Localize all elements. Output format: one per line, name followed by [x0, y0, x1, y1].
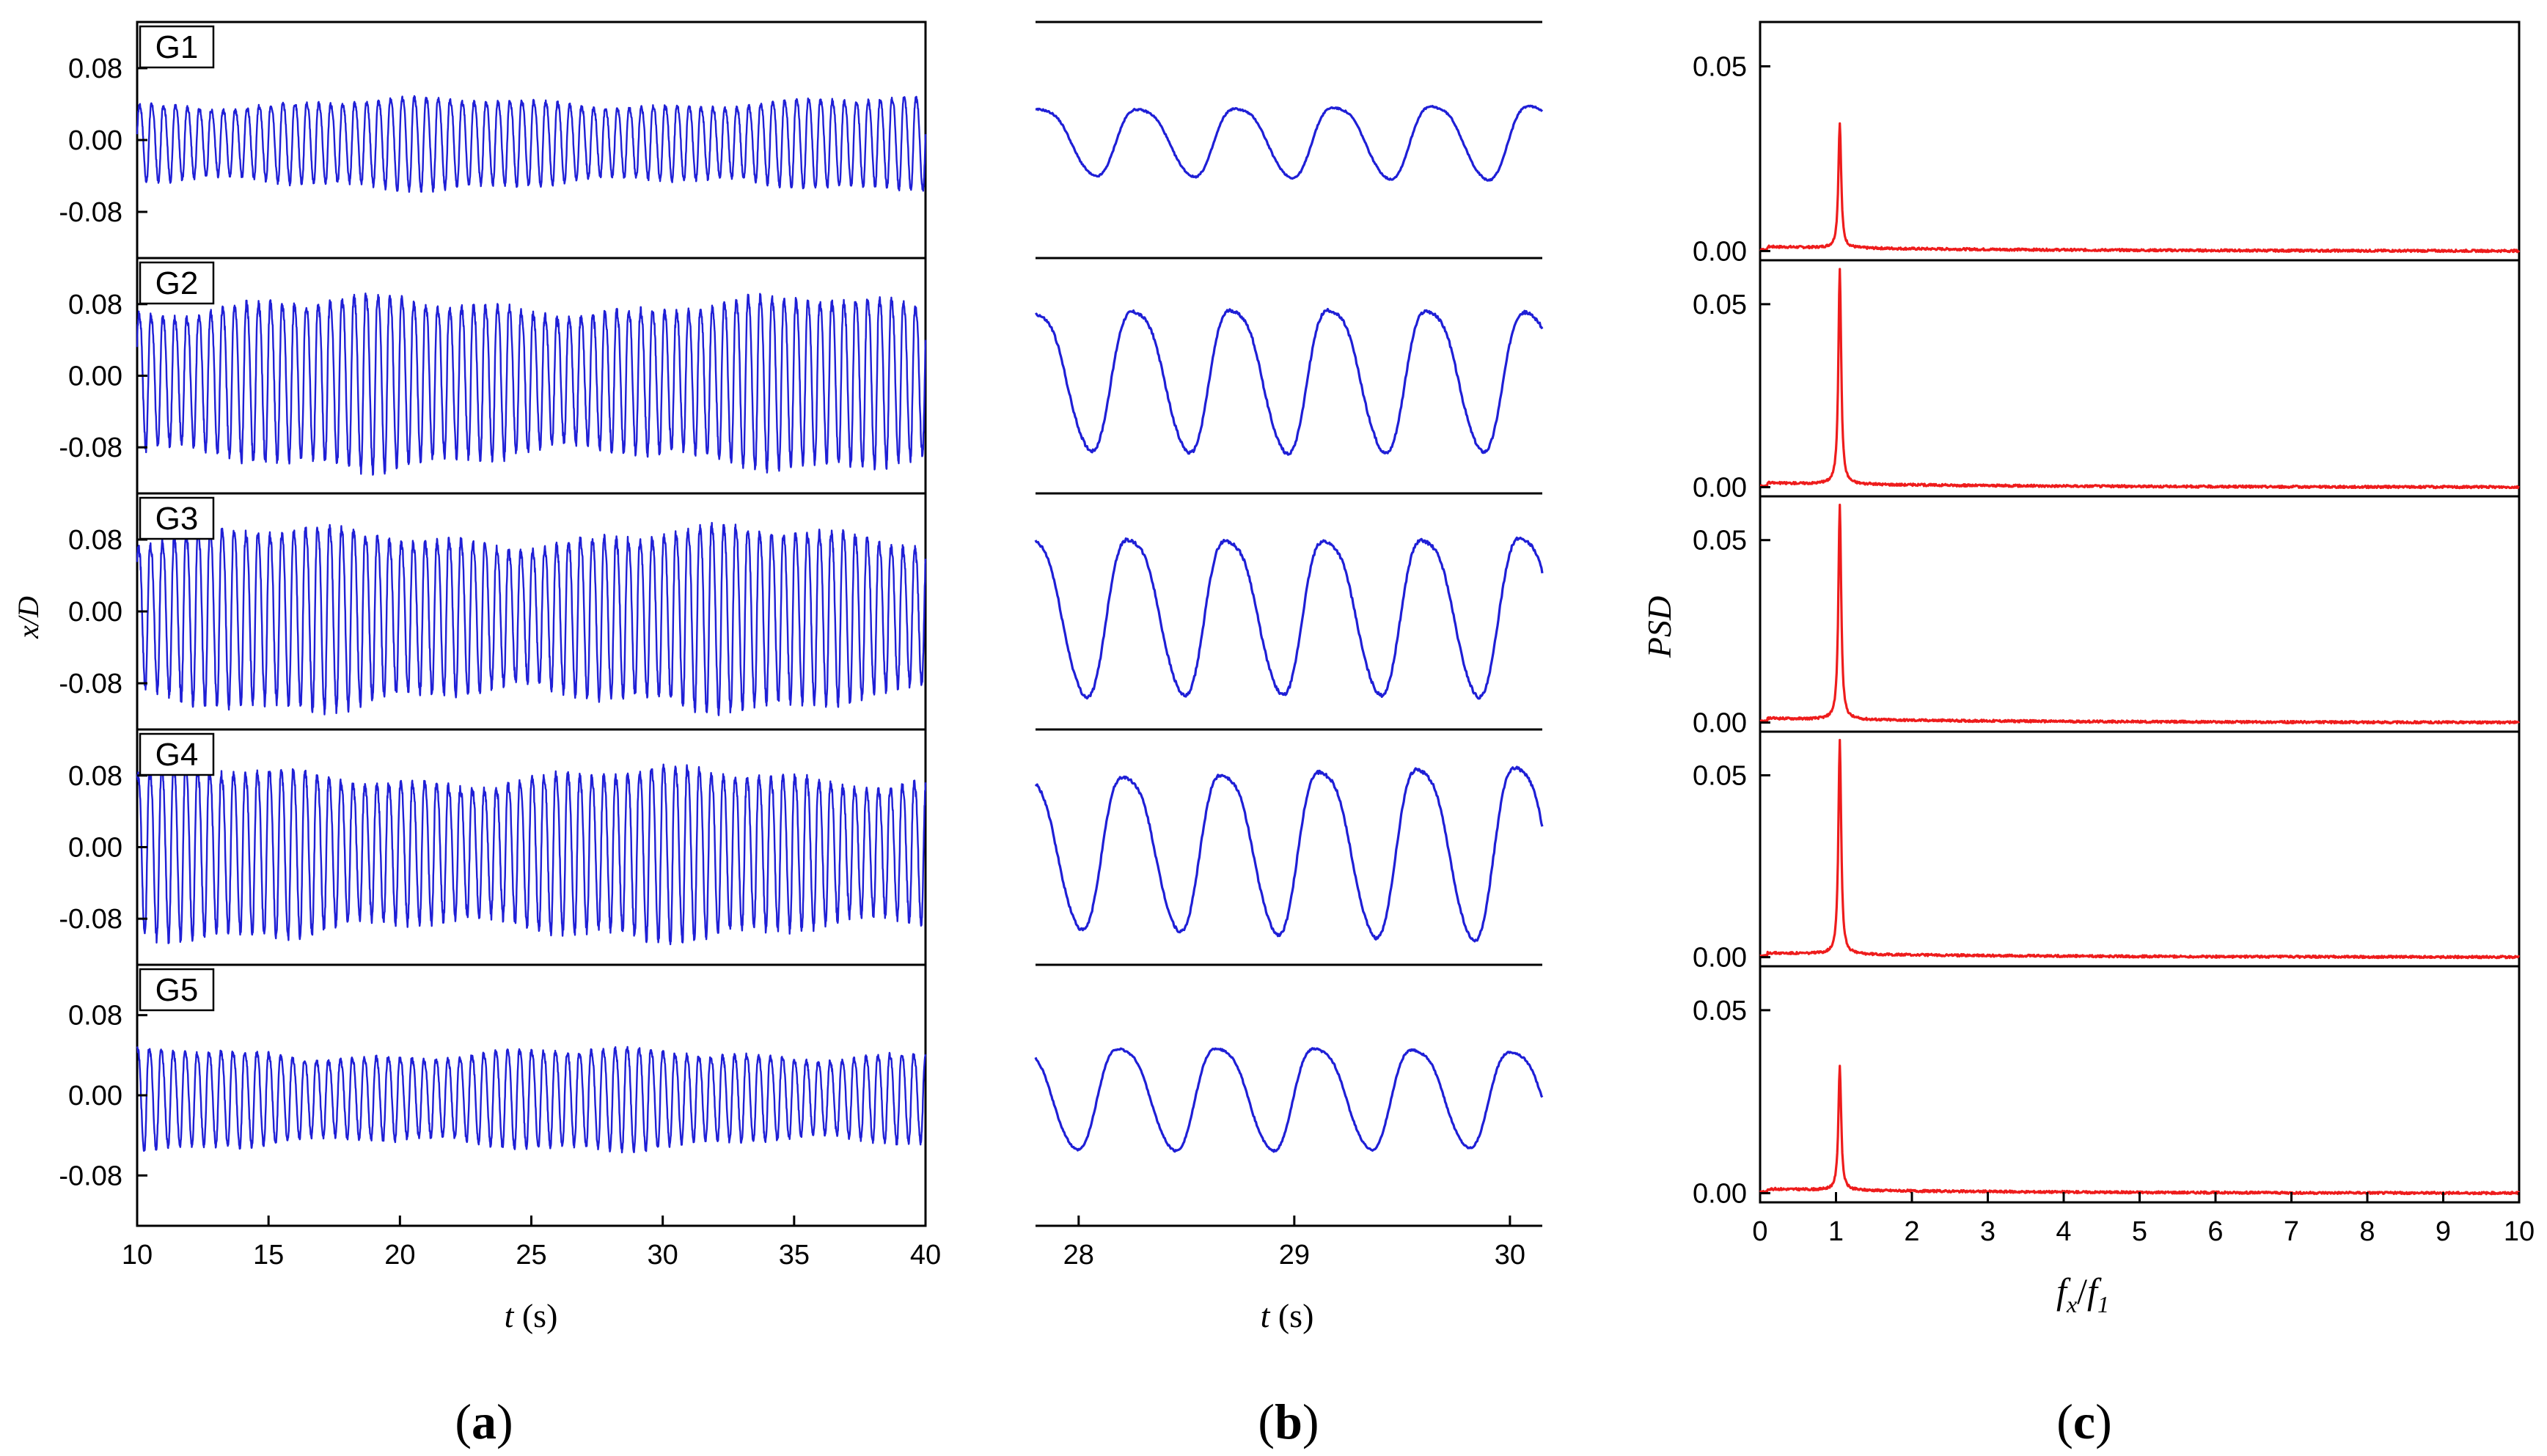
- panel-c-series-G5: [1759, 1065, 2521, 1196]
- panel-a-y-tick-label: 0.08: [68, 54, 122, 84]
- series-name-G5: G5: [155, 972, 199, 1008]
- panel-label-a: (a): [455, 1394, 513, 1449]
- panel-c-x-axis-label: fx/f1: [2056, 1271, 2109, 1317]
- panel-a-y-tick-label: 0.00: [68, 125, 122, 156]
- panel-b-series-G4: [1034, 765, 1544, 943]
- panel-a-series-G3: [136, 521, 927, 716]
- panel-c-x-tick-label: 4: [2056, 1216, 2071, 1247]
- panel-c-y-tick-label: 0.05: [1693, 51, 1747, 82]
- panel-a-x-tick-label: 25: [516, 1240, 546, 1271]
- panel-c-row-5-frame: [1759, 965, 2521, 1204]
- panel-c-x-tick-label: 3: [1980, 1216, 1996, 1247]
- panel-c-x-tick-label: 8: [2359, 1216, 2375, 1247]
- panel-c-x-tick-label: 2: [1904, 1216, 1919, 1247]
- panel-a-y-tick-label: 0.00: [68, 597, 122, 628]
- panel-c-y-tick-label: 0.00: [1693, 473, 1747, 504]
- series-name-G1: G1: [155, 29, 199, 65]
- panel-label-c: (c): [2056, 1394, 2112, 1449]
- panel-a-y-tick-label: 0.08: [68, 525, 122, 556]
- panel-a-x-tick-label: 35: [779, 1240, 810, 1271]
- panel-b-x-tick-label: 28: [1063, 1240, 1094, 1271]
- panel-a-y-tick-label: 0.00: [68, 833, 122, 864]
- panel-a-x-tick-label: 15: [253, 1240, 284, 1271]
- panel-c-x-tick-label: 5: [2132, 1216, 2147, 1247]
- panel-a-y-tick-label: 0.00: [68, 1081, 122, 1111]
- panel-b-frames: [1036, 21, 1542, 1227]
- panel-c-row-4-frame: [1759, 730, 2521, 968]
- panel-b-ticks: [1077, 1216, 1511, 1226]
- panel-c-y-tick-label: 0.00: [1693, 708, 1747, 739]
- panel-b-x-tick-label: 29: [1279, 1240, 1310, 1271]
- panel-a-y-tick-label: 0.00: [68, 361, 122, 392]
- panel-a-series-G1: [136, 95, 927, 193]
- panel-c-series-G1: [1759, 122, 2521, 254]
- panel-a-series: [136, 95, 927, 1154]
- panel-a-row-5-frame: [136, 963, 927, 1227]
- panel-c-x-tick-label: 0: [1752, 1216, 1767, 1247]
- panel-c-y-tick-label: 0.05: [1693, 526, 1747, 556]
- panel-label-b: (b): [1258, 1394, 1319, 1449]
- panel-c-x-tick-label: 9: [2436, 1216, 2451, 1247]
- panel-a-series-G4: [136, 763, 927, 946]
- panel-b-series-G1: [1035, 104, 1544, 182]
- panel-c-x-tick-label: 7: [2284, 1216, 2299, 1247]
- panel-a-tick-labels: -0.08 0.00 0.08 -0.08 0.00 0.08 -0.08 0.00 0.08 -…: [59, 54, 941, 1271]
- panel-c-y-tick-label: 0.00: [1693, 236, 1747, 267]
- panel-a-y-tick-label: 0.08: [68, 290, 122, 320]
- panel-c-y-axis-label: PSD: [1641, 596, 1678, 658]
- series-box-G5: [139, 968, 215, 1012]
- panel-c-row-1-frame: [1759, 21, 2521, 262]
- panel-c-series-G4: [1759, 738, 2521, 960]
- panel-c-row-3-frame: [1759, 495, 2521, 733]
- series-name-boxes: G1 G2 G3 G4 G5: [139, 25, 215, 1012]
- panel-c-ticks: [1759, 65, 2521, 1202]
- panel-c-y-tick-label: 0.00: [1693, 1179, 1747, 1210]
- panel-b-series-G2: [1034, 307, 1544, 456]
- panel-a-x-tick-label: 30: [648, 1240, 678, 1271]
- panel-b-x-axis-label: t (s): [1261, 1297, 1314, 1334]
- panel-c-frames: [1759, 21, 2521, 1204]
- series-box-G1: [139, 25, 215, 69]
- panel-a-y-tick-label: -0.08: [59, 433, 122, 463]
- panel-c-series-G3: [1759, 504, 2521, 725]
- panel-c-row-2-frame: [1759, 259, 2521, 498]
- series-name-G3: G3: [155, 501, 199, 537]
- panel-a-y-tick-label: -0.08: [59, 669, 122, 699]
- panel-c-x-tick-label: 1: [1828, 1216, 1844, 1247]
- panel-b-series-G5: [1034, 1047, 1544, 1153]
- panel-a-x-axis-label: t (s): [505, 1297, 558, 1334]
- panel-a-y-tick-label: 0.08: [68, 761, 122, 792]
- panel-a-y-tick-label: -0.08: [59, 904, 122, 935]
- panel-c-y-tick-label: 0.05: [1693, 290, 1747, 320]
- panel-c-y-tick-label: 0.05: [1693, 761, 1747, 792]
- panel-a-y-tick-label: 0.08: [68, 1001, 122, 1032]
- series-box-G4: [139, 732, 215, 776]
- panel-c-x-tick-label: 6: [2207, 1216, 2223, 1247]
- panel-a-series-G2: [136, 293, 927, 476]
- panel-a-y-axis-label: x/D: [12, 596, 45, 639]
- panel-c-series-G2: [1759, 268, 2520, 490]
- panel-a-series-G5: [136, 1045, 927, 1154]
- panel-a-x-tick-label: 20: [384, 1240, 415, 1271]
- panel-c-y-tick-label: 0.00: [1693, 943, 1747, 974]
- panel-b-x-tick-label: 30: [1495, 1240, 1525, 1271]
- panel-c-y-tick-label: 0.05: [1693, 996, 1747, 1026]
- panel-a-y-tick-label: -0.08: [59, 1161, 122, 1191]
- panel-b-series: [1034, 104, 1544, 1153]
- panel-b-series-G3: [1034, 536, 1544, 700]
- series-box-G3: [139, 496, 215, 540]
- series-name-G4: G4: [155, 737, 199, 773]
- panel-c-series: [1759, 122, 2521, 1196]
- panel-c-tick-labels: 0.00 0.05 0.00 0.05 0.00 0.05 0.00 0.05 0.00 0.05…: [1693, 51, 2535, 1247]
- series-name-G2: G2: [155, 265, 199, 301]
- panel-a-x-tick-label: 10: [122, 1240, 153, 1271]
- series-box-G2: [139, 261, 215, 305]
- panel-c-x-tick-label: 10: [2504, 1216, 2535, 1247]
- panel-a-x-tick-label: 40: [910, 1240, 941, 1271]
- panel-a-y-tick-label: -0.08: [59, 197, 122, 228]
- panel-b-tick-labels: 28 29 30: [1063, 1240, 1525, 1271]
